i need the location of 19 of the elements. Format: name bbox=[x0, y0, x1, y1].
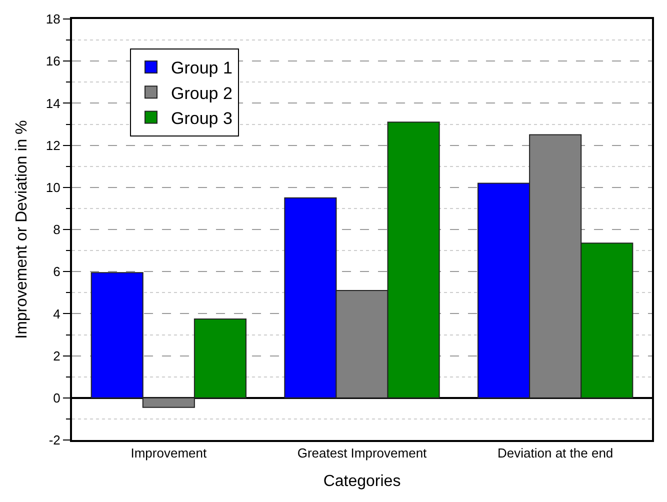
x-axis-title: Categories bbox=[323, 472, 401, 490]
y-tick-label: 6 bbox=[53, 264, 60, 280]
y-tick-label: 0 bbox=[53, 390, 60, 406]
legend-label: Group 3 bbox=[171, 108, 232, 128]
legend-label: Group 2 bbox=[171, 84, 232, 103]
y-tick-label: 2 bbox=[53, 348, 60, 364]
y-tick-label: 4 bbox=[53, 306, 60, 322]
y-tick-label: 16 bbox=[46, 54, 60, 69]
y-tick-label: 12 bbox=[46, 138, 60, 153]
x-tick-label: Deviation at the end bbox=[498, 446, 614, 461]
x-tick-label: Improvement bbox=[130, 446, 207, 461]
y-tick-label: 14 bbox=[46, 96, 60, 111]
legend-label: Group 1 bbox=[171, 58, 232, 78]
x-tick-label: Greatest Improvement bbox=[297, 446, 428, 461]
y-tick-label: 8 bbox=[53, 222, 60, 238]
y-tick-label: 10 bbox=[46, 180, 60, 195]
y-axis-title: Improvement or Deviation in % bbox=[13, 120, 30, 339]
y-tick-label: -2 bbox=[48, 432, 60, 448]
y-tick-label: 18 bbox=[46, 12, 60, 27]
